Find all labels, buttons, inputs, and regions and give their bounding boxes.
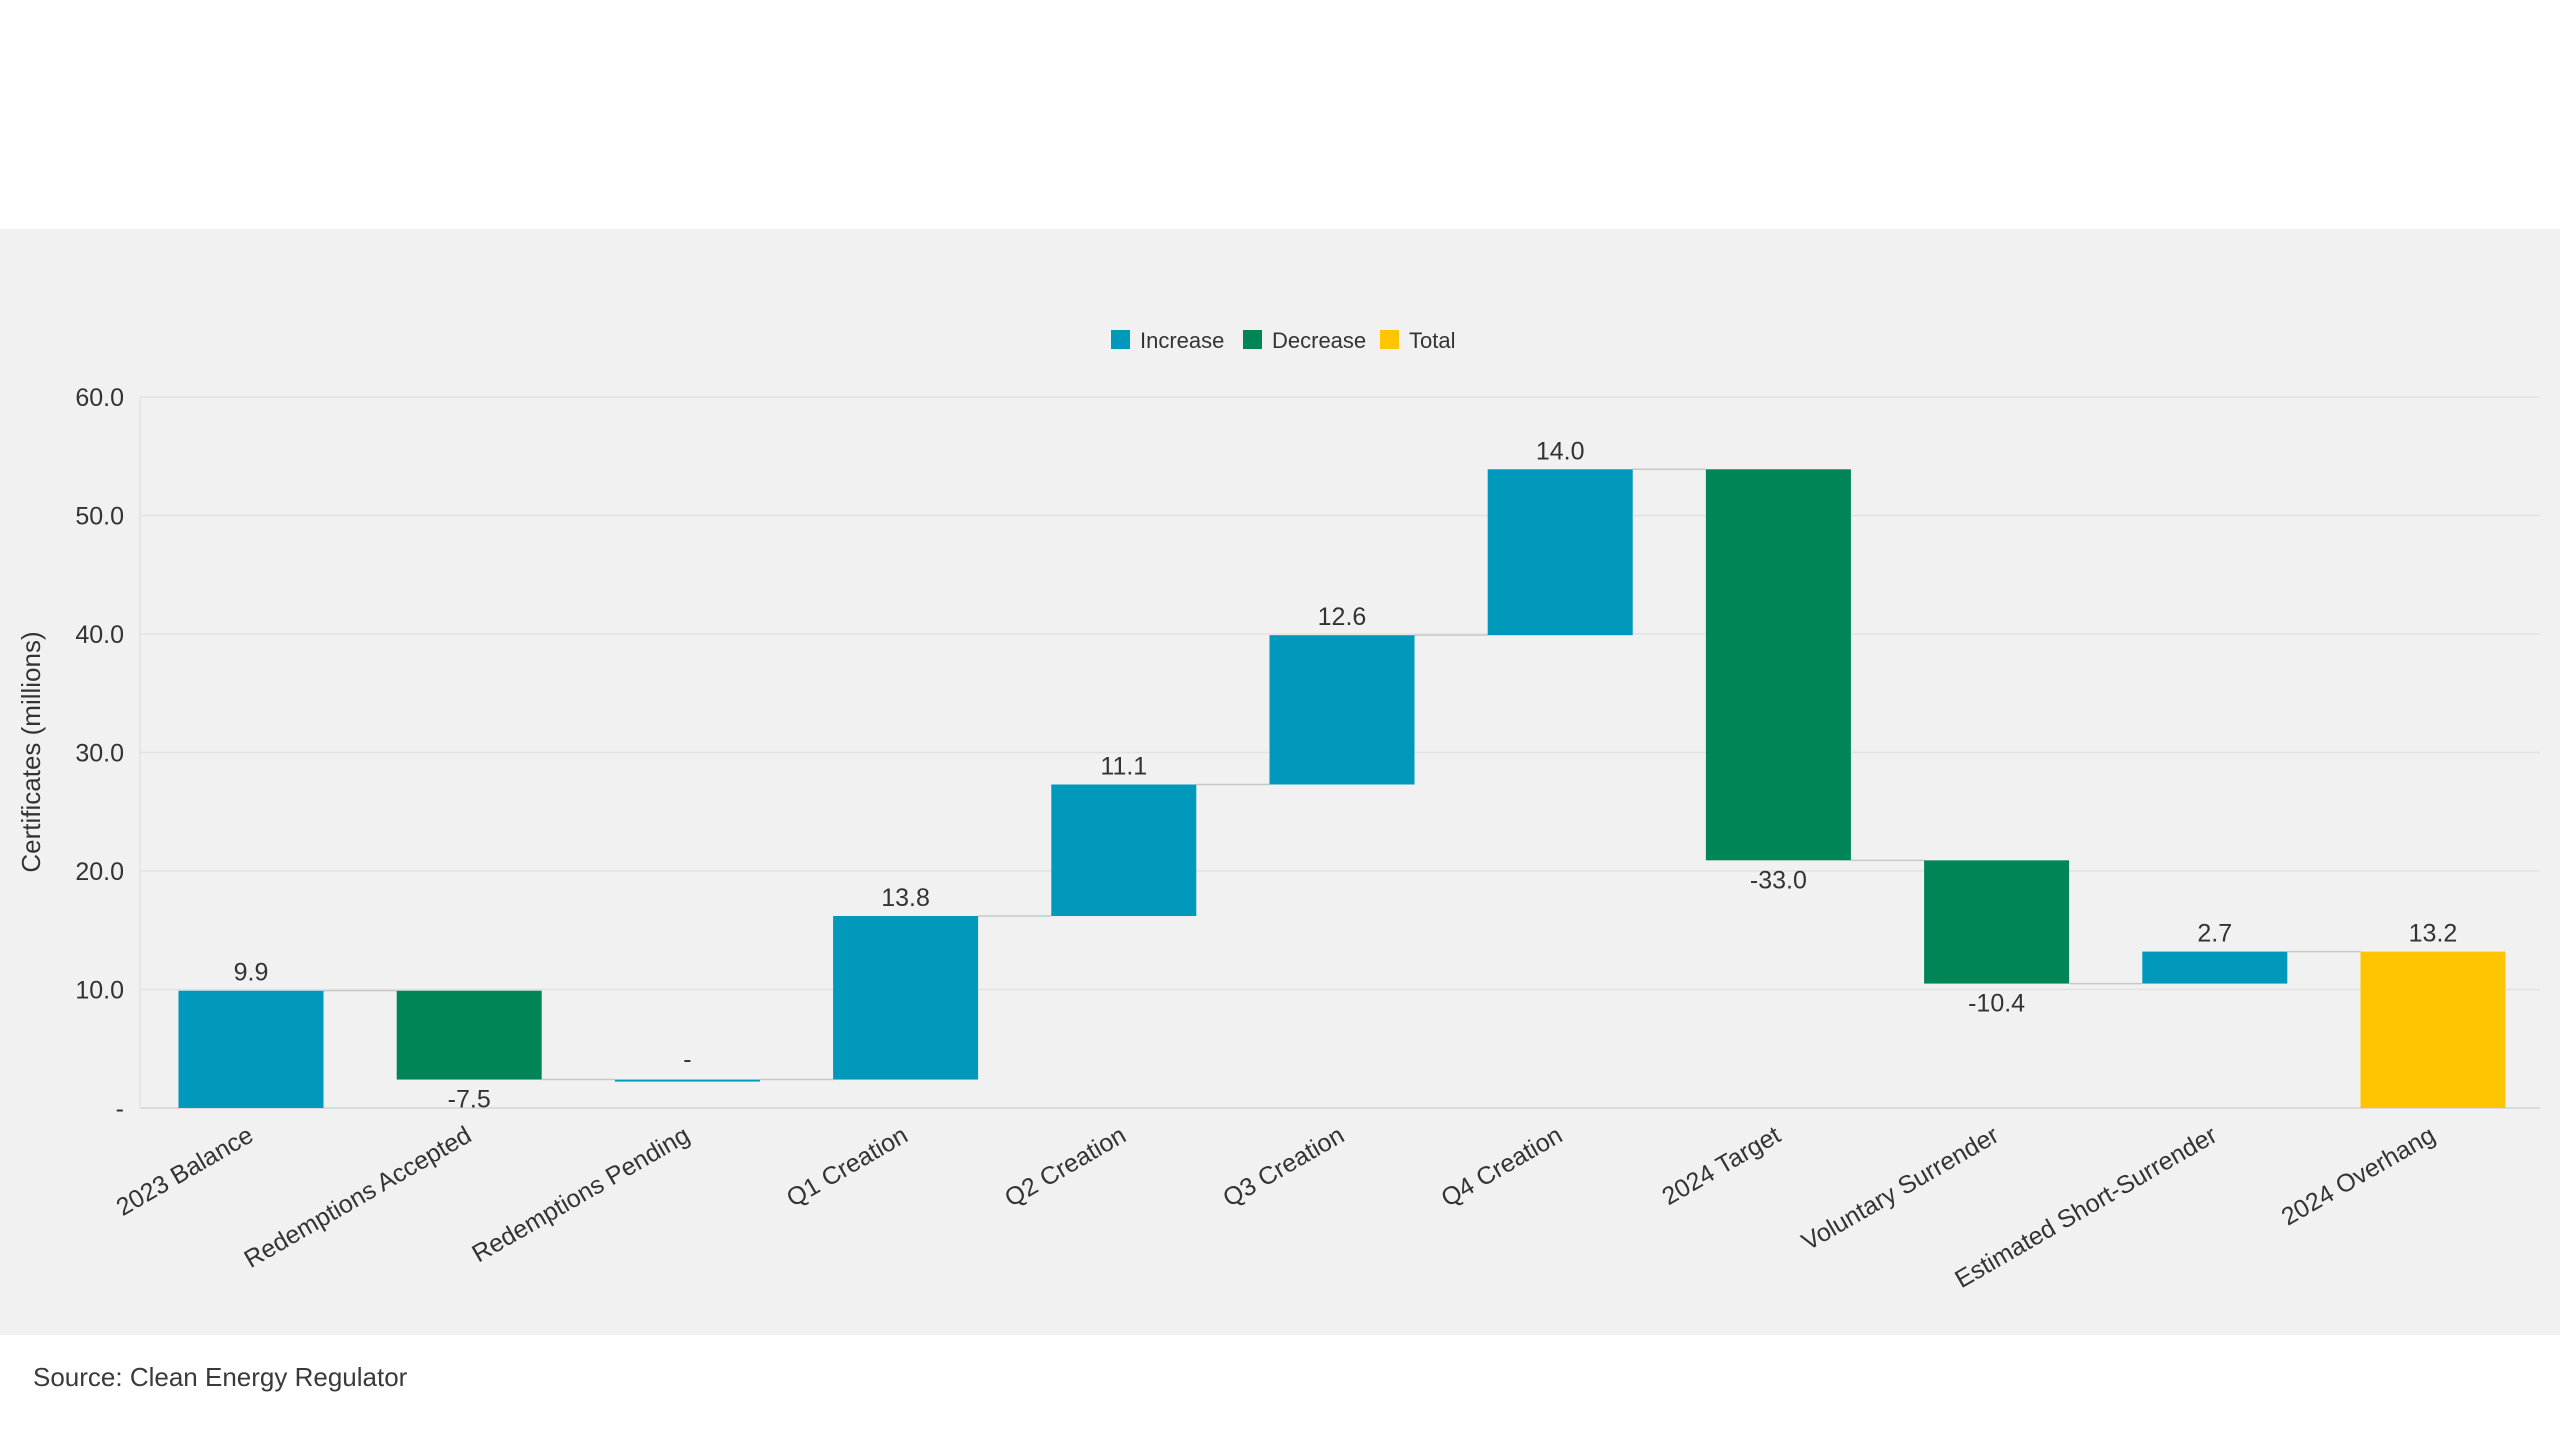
legend-label-total: Total	[1409, 328, 1455, 353]
x-tick-label: Q2 Creation	[1000, 1121, 1131, 1213]
data-label: 11.1	[1100, 752, 1147, 780]
source-note: Source: Clean Energy Regulator	[33, 1362, 408, 1392]
legend-swatch-increase	[1111, 330, 1130, 349]
legend: Increase Decrease Total	[1111, 328, 1455, 353]
data-label: 14.0	[1536, 437, 1585, 465]
x-tick-label: 2023 Balance	[112, 1121, 258, 1222]
bar-redemptions-accepted	[396, 990, 542, 1080]
legend-swatch-total	[1380, 330, 1399, 349]
y-tick-label: 30.0	[75, 740, 124, 768]
y-axis-title: Certificates (millions)	[16, 631, 46, 872]
data-label-layer: 9.9 -7.5 - 13.8 11.1 12.6 14.0 -33.0 -10.4 2.7 13.…	[234, 437, 2458, 1113]
x-tick-label: Q1 Creation	[782, 1121, 913, 1213]
x-tick-label: Q4 Creation	[1436, 1121, 1567, 1213]
data-label: 9.9	[234, 959, 269, 987]
y-tick-label: 50.0	[75, 503, 124, 531]
bar-redemptions-pending	[614, 1079, 760, 1082]
data-label: -33.0	[1750, 866, 1807, 894]
x-tick-label: Redemptions Accepted	[240, 1121, 477, 1274]
y-tick-label: 60.0	[75, 384, 124, 412]
bar-estimated-short-surrender	[2142, 951, 2288, 984]
bar-2024-target	[1705, 469, 1851, 861]
connector-layer	[323, 468, 2361, 1081]
bar-voluntary-surrender	[1924, 860, 2070, 984]
y-axis-ticks: - 10.0 20.0 30.0 40.0 50.0 60.0	[75, 384, 124, 1123]
data-label: -	[683, 1046, 691, 1074]
bar-q4-creation	[1487, 469, 1633, 636]
x-tick-label: 2024 Target	[1657, 1121, 1785, 1211]
bar-q3-creation	[1269, 635, 1415, 785]
bar-2023-balance	[178, 990, 324, 1108]
y-tick-label: 40.0	[75, 621, 124, 649]
bar-2024-overhang	[2360, 951, 2506, 1108]
y-tick-label: -	[116, 1095, 124, 1123]
bar-q2-creation	[1051, 784, 1197, 917]
data-label: 13.2	[2409, 920, 2458, 948]
legend-label-decrease: Decrease	[1272, 328, 1366, 353]
x-tick-label: Redemptions Pending	[467, 1121, 694, 1268]
data-label: 2.7	[2197, 920, 2232, 948]
y-tick-label: 20.0	[75, 858, 124, 886]
data-label: -7.5	[448, 1086, 491, 1114]
bar-layer	[178, 469, 2506, 1108]
legend-swatch-decrease	[1243, 330, 1262, 349]
x-tick-label: Q3 Creation	[1218, 1121, 1349, 1213]
y-tick-label: 10.0	[75, 977, 124, 1005]
x-tick-label: 2024 Overhang	[2277, 1121, 2440, 1231]
legend-label-increase: Increase	[1140, 328, 1224, 353]
data-label: 13.8	[881, 884, 930, 912]
x-tick-label: Voluntary Surrender	[1797, 1121, 2004, 1256]
grid-layer	[139, 396, 2540, 1109]
data-label: 12.6	[1318, 603, 1367, 631]
bar-q1-creation	[833, 916, 979, 1080]
data-label: -10.4	[1968, 990, 2025, 1018]
